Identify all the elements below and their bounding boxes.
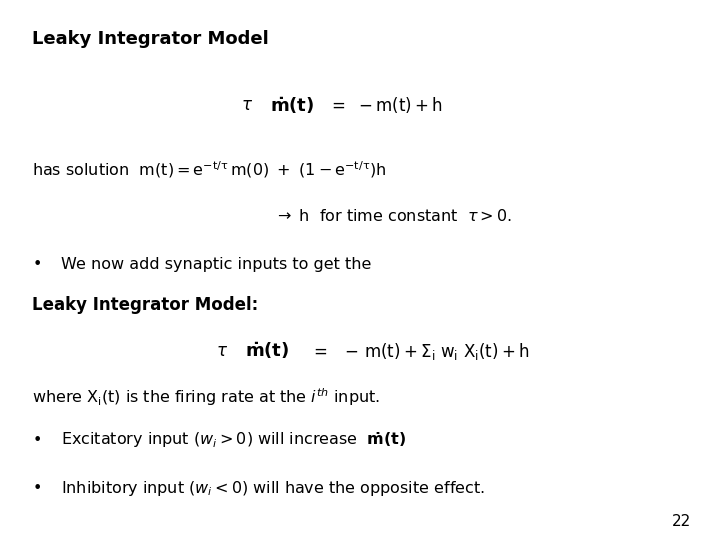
- Text: Excitatory input $(w_i > 0)$ will increase  $\mathbf{\dot{m}(t)}$: Excitatory input $(w_i > 0)$ will increa…: [61, 430, 407, 450]
- Text: We now add synaptic inputs to get the: We now add synaptic inputs to get the: [61, 257, 372, 272]
- Text: •: •: [32, 257, 42, 272]
- Text: where $\mathrm{X_i(t)}$ is the firing rate at the $i^{th}$ input.: where $\mathrm{X_i(t)}$ is the firing ra…: [32, 386, 380, 408]
- Text: $\tau$: $\tau$: [241, 96, 253, 114]
- Text: has solution  $\mathrm{m(t) = e^{-t/\tau}\, m(0)\ +\ (1 - e^{-t/\tau})h}$: has solution $\mathrm{m(t) = e^{-t/\tau}…: [32, 160, 387, 180]
- Text: 22: 22: [672, 514, 691, 529]
- Text: Leaky Integrator Model: Leaky Integrator Model: [32, 30, 269, 48]
- Text: $\mathbf{\dot{m}}$$\mathbf{(t)}$: $\mathbf{\dot{m}}$$\mathbf{(t)}$: [245, 341, 289, 361]
- Text: $=$  $- \, \mathrm{m(t)} + \mathrm{h}$: $=$ $- \, \mathrm{m(t)} + \mathrm{h}$: [328, 95, 442, 116]
- Text: Inhibitory input $(w_i < 0)$ will have the opposite effect.: Inhibitory input $(w_i < 0)$ will have t…: [61, 479, 485, 498]
- Text: $=\ \ -\,\mathrm{m(t)} + \Sigma_{\mathrm{i}}\ \mathrm{w_i}\ \mathrm{X_i(t)} + \m: $=\ \ -\,\mathrm{m(t)} + \Sigma_{\mathrm…: [310, 341, 529, 361]
- Text: $\rightarrow$ h  for time constant  $\tau > 0.$: $\rightarrow$ h for time constant $\tau …: [274, 208, 511, 224]
- Text: •: •: [32, 433, 42, 448]
- Text: $\tau$: $\tau$: [216, 342, 228, 360]
- Text: •: •: [32, 481, 42, 496]
- Text: $\mathbf{\dot{m}}$$\mathbf{(t)}$: $\mathbf{\dot{m}}$$\mathbf{(t)}$: [270, 95, 315, 116]
- Text: Leaky Integrator Model:: Leaky Integrator Model:: [32, 296, 258, 314]
